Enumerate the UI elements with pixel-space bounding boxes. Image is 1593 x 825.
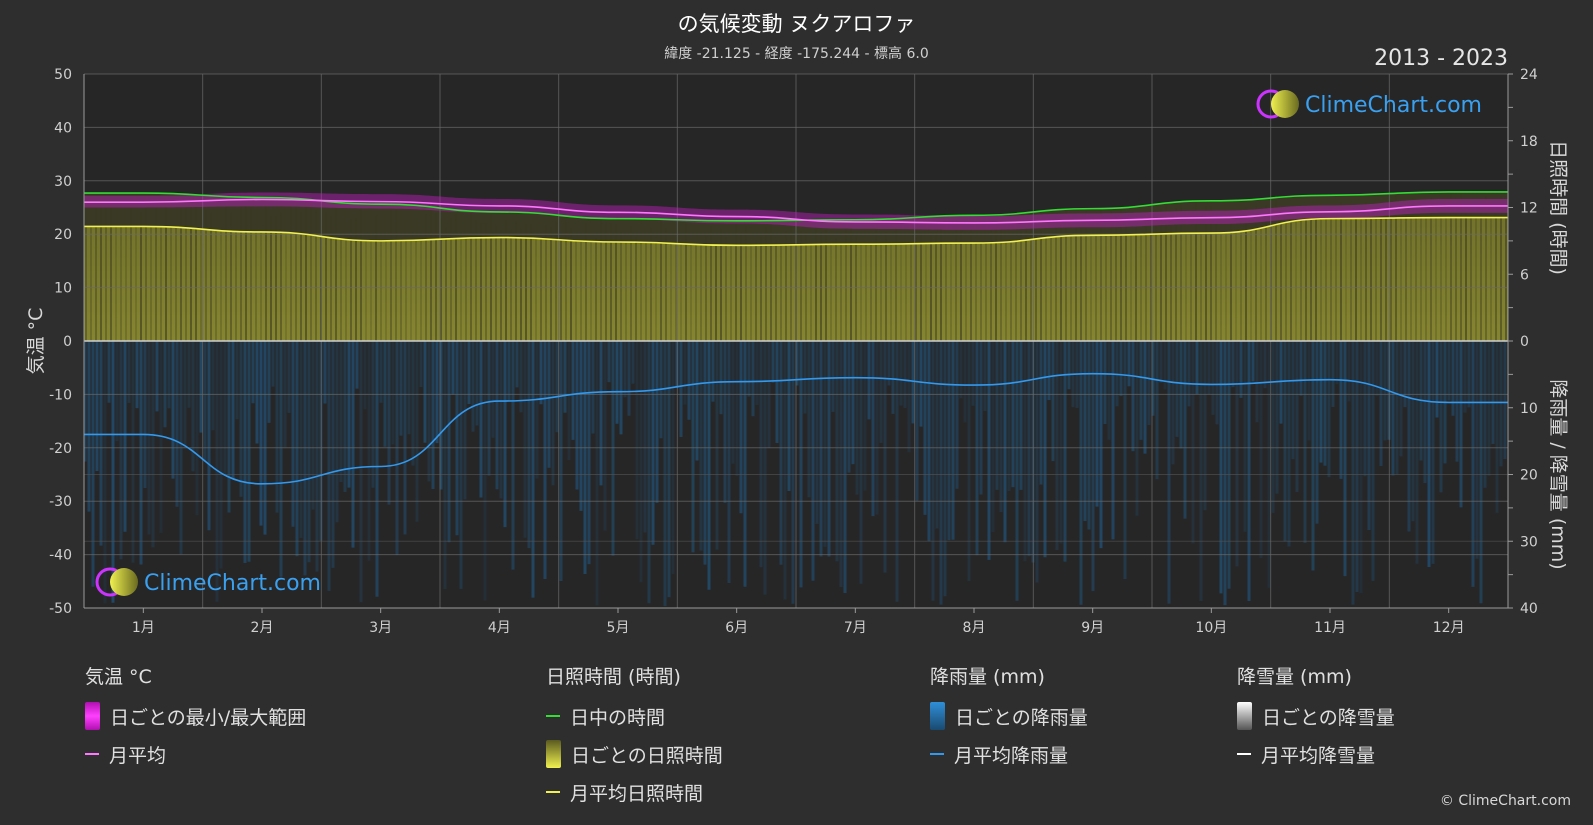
legend-temperature: 気温 °C 日ごとの最小/最大範囲 月平均 (85, 662, 306, 779)
x-tick-label: 5月 (607, 620, 630, 636)
y-right-tick-label: 0 (1520, 334, 1529, 350)
axes: 50 40 30 20 10 0 -10 -20 -30 -40 -50 24 18 12 6 0 10 20 30… (25, 67, 1569, 636)
legend-label: 月平均日照時間 (570, 782, 704, 805)
legend-title: 日照時間 (時間) (546, 666, 681, 688)
daily-rain-area (83, 341, 1507, 607)
legend-item: 月平均 (85, 741, 306, 767)
legend-label: 月平均降雪量 (1261, 744, 1376, 767)
y-right-tick-label: 20 (1520, 468, 1538, 484)
watermark-top: ClimeChart.com (1256, 89, 1482, 119)
logo-sun-icon (1271, 90, 1299, 118)
watermark-bottom: ClimeChart.com (95, 567, 321, 597)
legend-title: 気温 °C (85, 666, 152, 688)
legend-label: 月平均降雨量 (954, 744, 1069, 767)
chart-title: の気候変動 ヌクアロファ (677, 12, 916, 36)
series-lines (83, 191, 1508, 485)
x-tick-label: 6月 (725, 620, 748, 636)
sunshine-swatch (546, 740, 561, 768)
rain-swatch (930, 702, 945, 730)
legend-label: 日ごとの最小/最大範囲 (110, 706, 307, 729)
watermark-logos: ClimeChart.com ClimeChart.com (95, 89, 1482, 597)
range-swatch (85, 702, 100, 730)
legend-item: 日ごとの日照時間 (546, 740, 723, 768)
legend-title: 降雨量 (mm) (930, 666, 1045, 688)
y-right-tick-label: 10 (1520, 401, 1538, 417)
x-tick-label: 1月 (132, 620, 155, 636)
y-left-tick-label: -10 (49, 387, 72, 403)
y-right-bottom-axis-title: 降雨量 / 降雪量 (mm) (1547, 379, 1569, 569)
line-swatch (546, 791, 560, 793)
legend-rain: 降雨量 (mm) 日ごとの降雨量 月平均降雨量 (930, 662, 1088, 779)
y-right-tick-label: 30 (1520, 534, 1538, 550)
legend-item: 日ごとの降雨量 (930, 702, 1088, 730)
legend-label: 月平均 (109, 744, 167, 767)
legend-item: 月平均降雪量 (1237, 741, 1395, 767)
legend-item: 月平均日照時間 (546, 779, 723, 805)
x-tick-label: 7月 (844, 620, 867, 636)
line-swatch (930, 753, 944, 755)
line-swatch (1237, 753, 1251, 755)
y-left-tick-label: -30 (49, 494, 72, 510)
legend-label: 日中の時間 (570, 706, 666, 729)
y-right-top-axis-title: 日照時間 (時間) (1547, 140, 1569, 275)
legend-label: 日ごとの日照時間 (571, 744, 723, 767)
y-left-tick-label: 20 (54, 227, 72, 243)
x-tick-label: 10月 (1195, 620, 1227, 636)
line-swatch (85, 753, 99, 755)
daily-temp-range-band (84, 192, 1508, 230)
y-left-tick-label: -20 (49, 441, 72, 457)
y-left-tick-label: 50 (54, 67, 72, 83)
sunshine-avg-line (84, 216, 1508, 247)
y-left-tick-label: 0 (63, 334, 72, 350)
logo-text: ClimeChart.com (1305, 93, 1482, 118)
y-left-tick-label: 30 (54, 174, 72, 190)
copyright: © ClimeChart.com (1439, 793, 1571, 809)
y-left-tick-label: 10 (54, 281, 72, 297)
y-left-tick-label: -40 (49, 548, 72, 564)
legend-sunshine: 日照時間 (時間) 日中の時間 日ごとの日照時間 月平均日照時間 (546, 662, 723, 817)
year-range: 2013 - 2023 (1374, 46, 1508, 71)
rain-avg-line (83, 372, 1508, 485)
x-tick-label: 3月 (369, 620, 392, 636)
snow-swatch (1237, 702, 1252, 730)
y-left-tick-label: 40 (54, 120, 72, 136)
legend-item: 日ごとの降雪量 (1237, 702, 1395, 730)
y-right-tick-label: 40 (1520, 601, 1538, 617)
legend-label: 日ごとの降雪量 (1262, 706, 1395, 729)
legend-title: 降雪量 (mm) (1237, 666, 1352, 688)
x-tick-label: 4月 (488, 620, 511, 636)
y-left-axis-title: 気温 °C (25, 308, 47, 375)
x-tick-label: 11月 (1314, 620, 1346, 636)
x-tick-label: 12月 (1433, 620, 1465, 636)
y-right-tick-label: 24 (1520, 67, 1538, 83)
temp-range-fill (84, 192, 1508, 230)
logo-text: ClimeChart.com (144, 571, 321, 596)
logo-sun-icon (110, 568, 138, 596)
y-right-tick-label: 6 (1520, 267, 1529, 283)
temp-avg-line (84, 198, 1508, 224)
line-swatch (546, 715, 560, 717)
x-tick-label: 8月 (963, 620, 986, 636)
y-left-tick-label: -50 (49, 601, 72, 617)
x-tick-label: 2月 (251, 620, 274, 636)
legend-item: 日ごとの最小/最大範囲 (85, 702, 307, 730)
grid-lines (84, 73, 1508, 609)
x-tick-label: 9月 (1081, 620, 1104, 636)
chart-subtitle: 緯度 -21.125 - 経度 -175.244 - 標高 6.0 (664, 46, 929, 62)
legend-label: 日ごとの降雨量 (955, 706, 1088, 729)
legend-item: 日中の時間 (546, 703, 723, 729)
y-right-tick-label: 12 (1520, 201, 1538, 217)
y-right-tick-label: 18 (1520, 134, 1538, 150)
legend-snow: 降雪量 (mm) 日ごとの降雪量 月平均降雪量 (1237, 662, 1395, 779)
legend-item: 月平均降雨量 (930, 741, 1088, 767)
